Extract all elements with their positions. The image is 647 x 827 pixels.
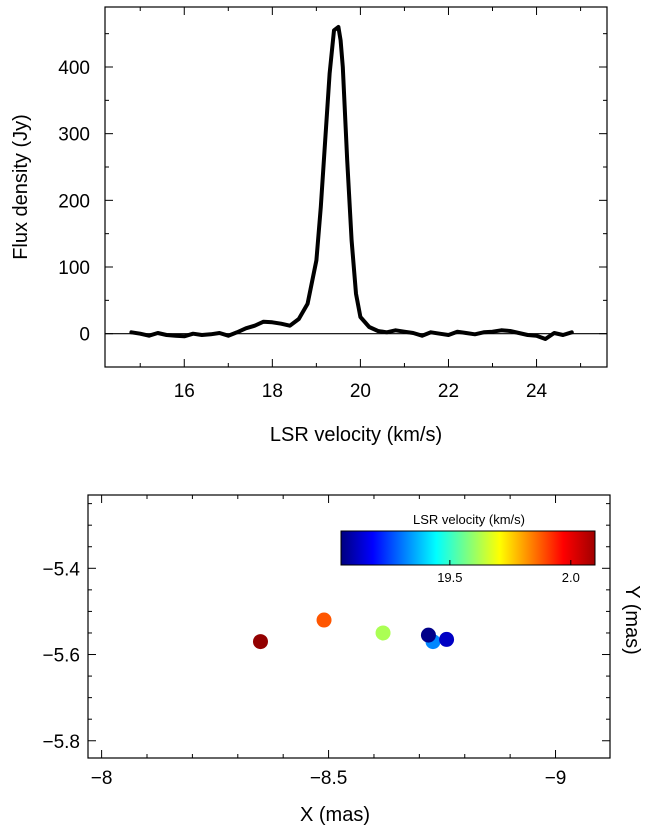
colorbar — [340, 530, 596, 566]
spectrum-x-tick-labels: 16 18 20 22 24 — [174, 381, 548, 402]
map-point — [316, 612, 332, 628]
colorbar-ticks: 19.5 2.0 — [437, 560, 580, 585]
spectrum-x-tick-label: 16 — [174, 381, 195, 402]
map-x-tick-labels: −8 −8.5 −9 — [91, 768, 567, 789]
spectrum-y-axis-title: Flux density (Jy) — [10, 114, 32, 260]
spectrum-x-axis-title: LSR velocity (km/s) — [270, 424, 442, 446]
map-y-tick-label: −5.6 — [42, 646, 80, 667]
spectrum-plot-frame — [104, 6, 608, 368]
map-points — [252, 612, 455, 650]
spectrum-y-tick-label: 400 — [58, 58, 90, 79]
spectrum-x-tick-label: 18 — [262, 381, 283, 402]
map-y-tick-label: −5.4 — [42, 559, 80, 580]
map-x-axis-title: X (mas) — [300, 804, 370, 826]
map-y-tick-label: −5.8 — [42, 732, 80, 753]
map-point — [375, 625, 391, 641]
spectrum-y-tick-label: 300 — [58, 125, 90, 146]
spectrum-x-tick-label: 20 — [350, 381, 371, 402]
map-x-tick-label: −9 — [545, 768, 567, 789]
spectrum-series-line — [129, 25, 574, 341]
spectrum-x-tick-label: 22 — [438, 381, 459, 402]
spectrum-y-tick-label: 100 — [58, 258, 90, 279]
colorbar-tick-label: 2.0 — [562, 570, 580, 585]
spectrum-ticks — [105, 7, 607, 368]
map-y-tick-labels: −5.4 −5.6 −5.8 — [42, 559, 80, 752]
spectrum-x-tick-label: 24 — [526, 381, 548, 402]
map-panel: −8 −8.5 −9 −5.4 −5.6 −5.8 LSR velocity (km/s… — [42, 494, 643, 826]
map-x-tick-label: −8 — [91, 768, 113, 789]
map-ticks — [88, 495, 610, 758]
map-point — [252, 634, 268, 650]
spectrum-y-tick-label: 0 — [79, 325, 90, 346]
map-point — [439, 631, 455, 647]
map-y-axis-title: Y (mas) — [621, 585, 643, 655]
spectrum-y-tick-labels: 0 100 200 300 400 — [58, 58, 90, 346]
map-plot-frame — [87, 494, 611, 759]
map-x-tick-label: −8.5 — [310, 768, 348, 789]
colorbar-tick-label: 19.5 — [437, 570, 462, 585]
spectrum-y-tick-label: 200 — [58, 191, 90, 212]
spectrum-panel: 16 18 20 22 24 0 100 200 300 400 LSR velocity (k… — [10, 6, 608, 446]
colorbar-title: LSR velocity (km/s) — [413, 512, 525, 527]
map-point — [420, 627, 436, 643]
